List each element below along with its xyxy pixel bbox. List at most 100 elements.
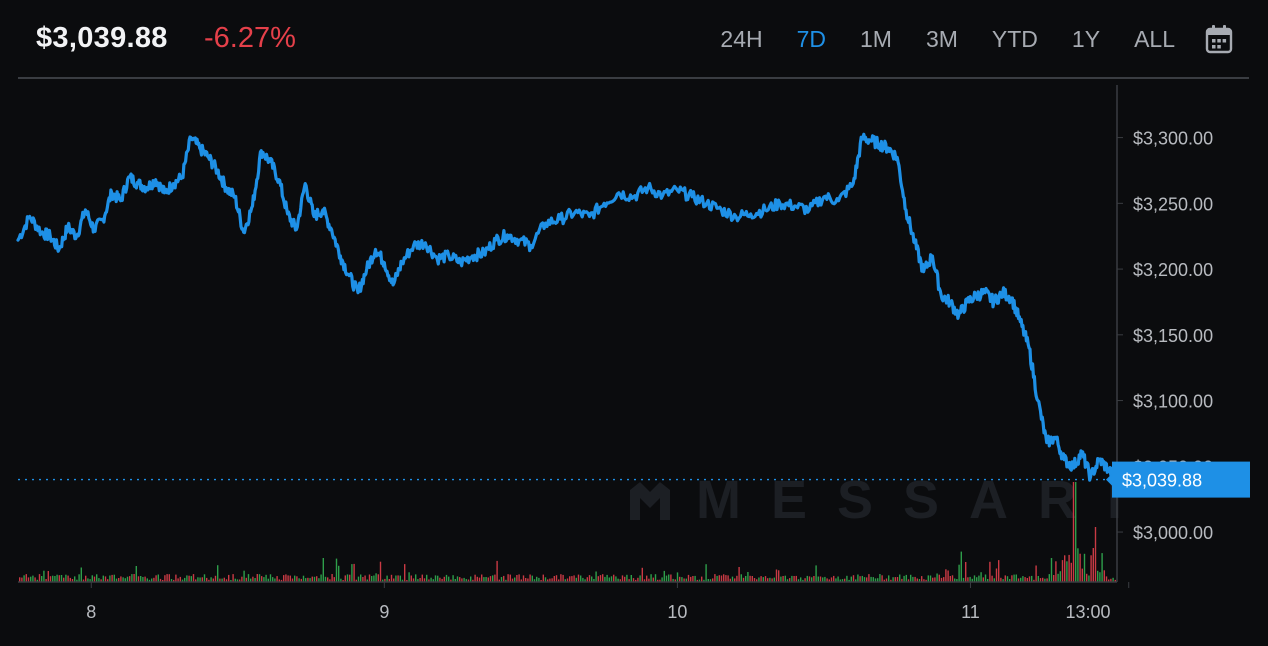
volume-bar xyxy=(415,574,417,582)
volume-bar xyxy=(155,575,157,582)
volume-bar xyxy=(148,579,151,582)
volume-bar xyxy=(918,579,921,582)
volume-bar xyxy=(197,577,199,582)
volume-bar xyxy=(566,578,569,582)
range-button-ytd[interactable]: YTD xyxy=(991,26,1038,52)
volume-bar xyxy=(674,579,676,582)
volume-bar xyxy=(228,574,230,582)
volume-bar xyxy=(619,579,621,582)
volume-bar xyxy=(331,574,333,582)
volume-bar xyxy=(113,574,115,582)
volume-bar xyxy=(802,579,804,582)
range-button-all[interactable]: ALL xyxy=(1134,26,1175,52)
volume-bar xyxy=(371,576,373,582)
volume-bar xyxy=(135,566,137,582)
volume-bar xyxy=(751,576,753,582)
volume-bar xyxy=(586,577,588,582)
volume-bar xyxy=(419,578,421,582)
volume-bar xyxy=(118,578,120,582)
volume-bar xyxy=(434,575,437,582)
volume-bar xyxy=(503,575,505,582)
volume-bar xyxy=(153,577,155,582)
volume-bar xyxy=(60,575,63,582)
volume-bar xyxy=(769,577,771,582)
volume-bar xyxy=(762,577,764,582)
current-price-badge: $3,039.88 xyxy=(1106,461,1250,498)
volume-bar xyxy=(637,577,639,582)
volume-bar xyxy=(857,574,859,582)
volume-bar xyxy=(784,575,786,582)
volume-bar xyxy=(208,579,210,582)
calendar-icon[interactable] xyxy=(1205,24,1233,54)
volume-bar xyxy=(219,578,221,582)
volume-bar xyxy=(74,576,76,582)
volume-bar xyxy=(432,579,434,582)
volume-bar xyxy=(967,577,969,582)
volume-bar xyxy=(888,575,890,582)
volume-bar xyxy=(615,576,617,582)
volume-bar xyxy=(1046,578,1048,582)
volume-bar xyxy=(824,576,826,582)
volume-bar xyxy=(250,578,252,582)
volume-bar xyxy=(201,577,203,582)
volume-bar xyxy=(879,574,881,582)
range-button-3m[interactable]: 3M xyxy=(925,26,958,52)
volume-bar xyxy=(111,574,113,582)
volume-bar xyxy=(907,579,910,582)
volume-bar xyxy=(951,575,954,582)
volume-bar xyxy=(487,577,489,582)
volume-bar xyxy=(373,575,375,582)
volume-bar xyxy=(351,564,353,582)
volume-bar xyxy=(311,576,313,582)
volume-bar xyxy=(885,578,888,582)
volume-bar xyxy=(388,579,390,582)
volume-bar xyxy=(912,576,914,582)
range-button-7d[interactable]: 7D xyxy=(796,26,827,52)
volume-bar xyxy=(379,561,382,582)
range-button-24h[interactable]: 24H xyxy=(720,26,763,52)
volume-bar xyxy=(877,578,879,582)
volume-bar xyxy=(85,575,87,582)
volume-bar xyxy=(206,577,208,582)
volume-bar xyxy=(657,579,659,582)
volume-bar xyxy=(775,569,778,582)
volume-bar xyxy=(437,575,439,582)
volume-bar xyxy=(1110,578,1112,582)
volume-bar xyxy=(632,578,635,582)
volume-bar xyxy=(496,560,498,582)
x-tick-label: 8 xyxy=(86,602,96,622)
volume-bar xyxy=(318,578,320,582)
volume-bar xyxy=(340,578,342,582)
volume-bar xyxy=(276,576,278,582)
volume-bar xyxy=(641,567,643,582)
volume-bar xyxy=(157,574,159,582)
volume-bar xyxy=(549,578,551,582)
volume-bar xyxy=(531,575,533,582)
volume-bar xyxy=(1037,576,1039,582)
volume-bar xyxy=(643,579,646,582)
volume-bar xyxy=(489,576,492,582)
y-tick-label: $3,000.00 xyxy=(1133,523,1213,543)
volume-bar xyxy=(621,575,624,582)
volume-bar xyxy=(137,576,140,582)
volume-bar xyxy=(1053,575,1055,582)
volume-bar xyxy=(230,580,232,582)
volume-bar xyxy=(1024,577,1026,582)
range-button-1y[interactable]: 1Y xyxy=(1071,26,1101,52)
volume-bar xyxy=(635,579,637,582)
volume-bar xyxy=(1075,482,1077,582)
volume-bar xyxy=(498,579,500,582)
volume-bar xyxy=(459,577,461,582)
volume-bar xyxy=(364,575,366,582)
volume-bar xyxy=(225,579,228,582)
volume-bar xyxy=(881,575,883,582)
volume-bar xyxy=(190,576,192,582)
volume-bar xyxy=(707,579,709,582)
range-button-1m[interactable]: 1M xyxy=(860,26,892,52)
volume-bar xyxy=(558,579,560,582)
volume-bar xyxy=(982,577,984,582)
volume-bar xyxy=(322,558,324,582)
volume-bar xyxy=(560,574,562,582)
header-divider xyxy=(18,77,1249,79)
